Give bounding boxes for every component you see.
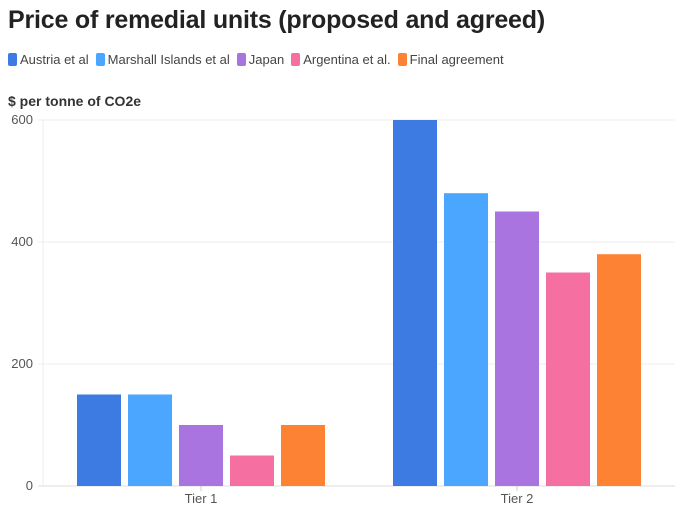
y-tick-label-400: 400: [11, 234, 33, 249]
legend-swatch-japan: [236, 53, 246, 66]
legend-label-austria: Austria et al: [20, 52, 89, 67]
bar-tier-2-japan[interactable]: [495, 211, 539, 487]
bar-tier-1-argentina-et-al[interactable]: [230, 455, 274, 487]
y-tick-label-600: 600: [11, 112, 33, 127]
bar-tier-1-final-agreement[interactable]: [281, 425, 325, 486]
legend-item-japan[interactable]: Japan: [236, 52, 285, 67]
bar-tier-2-marshall-islands-et-al[interactable]: [444, 193, 488, 486]
chart-title: Price of remedial units (proposed and ag…: [8, 6, 545, 34]
bar-tier-1-marshall-islands-et-al[interactable]: [128, 394, 172, 487]
bar-tier-2-argentina-et-al[interactable]: [546, 272, 590, 487]
legend-swatch-argentina: [291, 53, 301, 66]
y-axis-label: $ per tonne of CO2e: [8, 93, 142, 109]
legend-item-argentina[interactable]: Argentina et al.: [291, 52, 391, 67]
legend-label-final-agreement: Final agreement: [409, 52, 504, 67]
legend-label-argentina: Argentina et al.: [303, 52, 391, 67]
legend-item-austria[interactable]: Austria et al: [8, 52, 89, 67]
legend-swatch-marshall-islands: [95, 53, 105, 66]
legend-item-marshall-islands[interactable]: Marshall Islands et al: [95, 52, 230, 67]
legend-label-marshall-islands: Marshall Islands et al: [107, 52, 230, 67]
legend-swatch-final-agreement: [397, 53, 407, 66]
bar-tier-1-japan[interactable]: [179, 425, 223, 486]
x-tick-label-tier-2: Tier 2: [501, 491, 534, 506]
legend: Austria et al Marshall Islands et al Jap…: [8, 52, 504, 67]
y-tick-label-0: 0: [26, 478, 33, 493]
bar-tier-2-final-agreement[interactable]: [597, 254, 641, 486]
x-tick-label-tier-1: Tier 1: [185, 491, 218, 506]
bar-tier-1-austria-et-al[interactable]: [77, 394, 121, 487]
legend-label-japan: Japan: [248, 52, 285, 67]
legend-swatch-austria: [8, 53, 17, 66]
bar-tier-2-austria-et-al[interactable]: [393, 120, 437, 486]
legend-item-final-agreement[interactable]: Final agreement: [397, 52, 504, 67]
y-tick-label-200: 200: [11, 356, 33, 371]
